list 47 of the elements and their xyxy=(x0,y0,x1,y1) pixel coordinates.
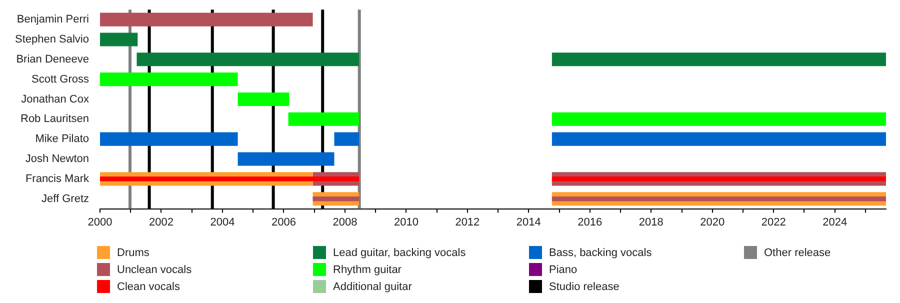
bar xyxy=(100,72,238,86)
legend-label: Studio release xyxy=(549,280,620,292)
x-tick-label: 2000 xyxy=(88,216,112,228)
legend-label: Bass, backing vocals xyxy=(549,246,652,258)
legend-label: Rhythm guitar xyxy=(333,264,402,276)
y-tick-label: Scott Gross xyxy=(32,73,90,86)
x-tick-label: 2006 xyxy=(271,216,296,228)
legend-label: Piano xyxy=(549,264,578,276)
x-tick-label: 2018 xyxy=(638,216,664,228)
bar xyxy=(552,52,886,66)
legend-label: Lead guitar, backing vocals xyxy=(333,246,466,258)
legend-label: Additional guitar xyxy=(333,280,412,292)
legend-label: Unclean vocals xyxy=(117,264,192,276)
bar xyxy=(100,12,313,26)
x-tick-label: 2004 xyxy=(210,216,235,228)
bar xyxy=(552,112,886,126)
x-tick-label: 2014 xyxy=(516,216,541,228)
bar xyxy=(238,92,290,106)
x-tick-label: 2008 xyxy=(332,216,358,228)
x-tick-label: 2020 xyxy=(700,216,725,228)
x-tick-label: 2012 xyxy=(455,216,480,228)
y-tick-label: Brian Deneeve xyxy=(16,53,89,66)
x-tick-label: 2010 xyxy=(394,216,418,228)
y-tick-label: Rob Lauritsen xyxy=(20,113,89,126)
bar xyxy=(334,132,360,146)
bar xyxy=(238,152,334,166)
bar xyxy=(552,132,886,146)
y-tick-label: Stephen Salvio xyxy=(15,34,89,46)
x-tick-label: 2002 xyxy=(148,216,174,228)
y-tick-label: Francis Mark xyxy=(25,172,90,185)
y-tick-label: Benjamin Perri xyxy=(16,14,89,26)
y-tick-label: Jeff Gretz xyxy=(42,192,89,205)
y-tick-label: Jonathan Cox xyxy=(21,93,90,106)
legend-label: Clean vocals xyxy=(117,280,180,292)
x-tick-label: 2022 xyxy=(761,216,786,228)
bar xyxy=(552,176,886,182)
x-tick-label: 2024 xyxy=(822,216,848,228)
x-tick-label: 2016 xyxy=(578,216,602,228)
y-tick-label: Josh Newton xyxy=(25,153,89,166)
legend-label: Other release xyxy=(764,246,831,258)
bar xyxy=(100,176,360,182)
bar xyxy=(100,132,238,146)
bar xyxy=(288,112,360,126)
legend-label: Drums xyxy=(117,246,150,258)
bar xyxy=(100,32,138,46)
bar xyxy=(136,52,360,66)
y-tick-label: Mike Pilato xyxy=(35,133,89,146)
